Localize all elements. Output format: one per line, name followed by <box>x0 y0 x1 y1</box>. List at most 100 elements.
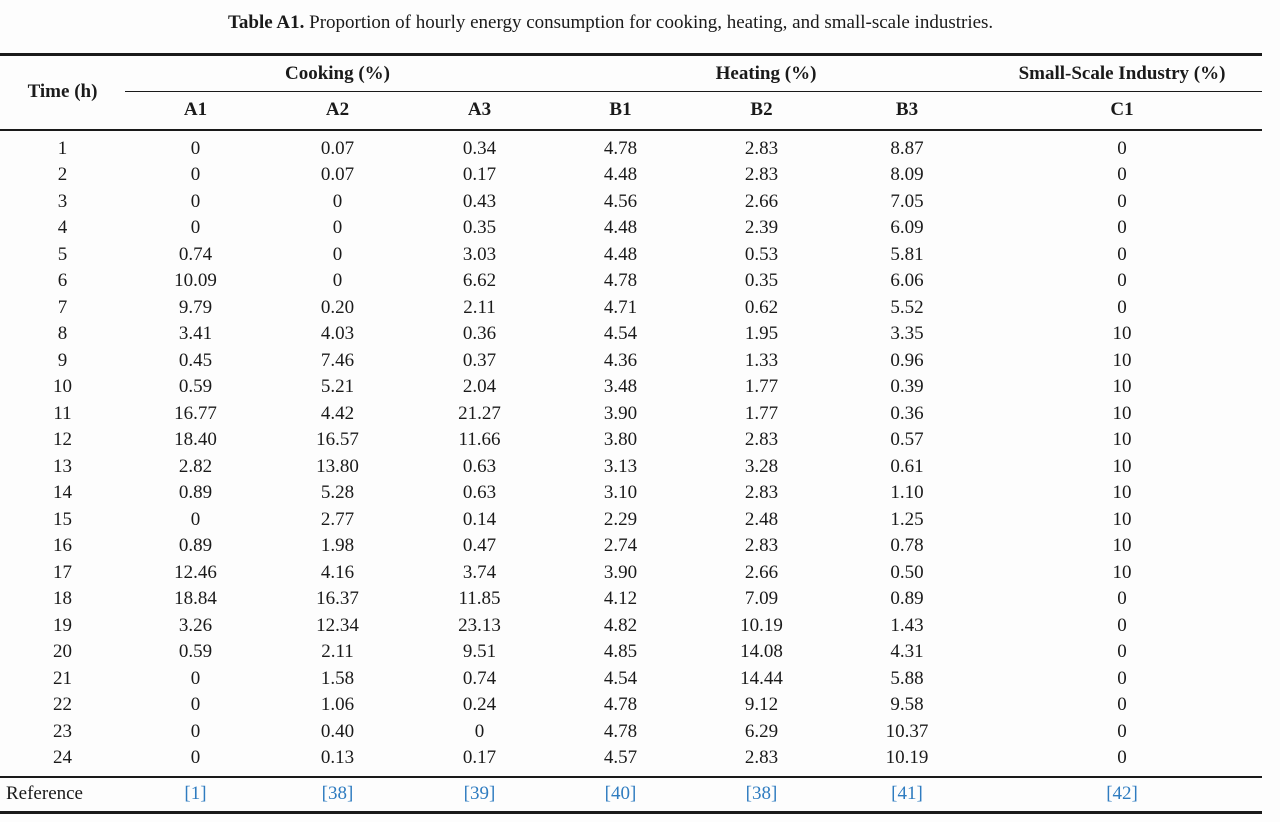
value-cell: 2.77 <box>320 508 355 530</box>
column-header-b1: B1 <box>550 91 691 131</box>
value-cell: 2.83 <box>744 535 779 556</box>
value-cell: 23.13 <box>458 614 501 636</box>
table-row: 10 0.59 5.21 2.04 3.48 1.77 0.39 10 <box>0 374 1262 401</box>
citation-link-c1[interactable]: [42] <box>1106 783 1138 805</box>
value-cell: 5.21 <box>320 376 355 397</box>
table-row: 20 0.59 2.11 9.51 4.85 14.08 4.31 0 <box>0 639 1262 666</box>
value-cell: 0 <box>190 667 201 689</box>
value-cell: 11.85 <box>458 588 501 609</box>
table-row: 15 0 2.77 0.14 2.29 2.48 1.25 10 <box>0 507 1262 534</box>
value-cell: 10.37 <box>885 720 929 742</box>
table-row: 12 18.40 16.57 11.66 3.80 2.83 0.57 10 <box>0 427 1262 454</box>
heating-group-header: Heating (%) <box>550 54 983 92</box>
time-cell: 11 <box>53 402 72 424</box>
table-row: 17 12.46 4.16 3.74 3.90 2.66 0.50 10 <box>0 560 1262 587</box>
value-cell: 0.63 <box>462 482 497 503</box>
value-cell: 10 <box>1112 402 1132 424</box>
citation-link-b2[interactable]: [38] <box>745 783 778 805</box>
table-row: 6 10.09 0 6.62 4.78 0.35 6.06 0 <box>0 268 1262 295</box>
value-cell: 0.39 <box>890 376 924 397</box>
value-cell: 0 <box>1117 588 1127 609</box>
value-cell: 10.09 <box>174 270 217 291</box>
value-cell: 0 <box>190 694 201 715</box>
value-cell: 0.43 <box>462 190 497 212</box>
table-row: 19 3.26 12.34 23.13 4.82 10.19 1.43 0 <box>0 613 1262 640</box>
time-cell: 4 <box>57 217 68 238</box>
time-cell: 14 <box>53 482 72 503</box>
value-cell: 11.66 <box>458 429 501 450</box>
value-cell: 0.24 <box>462 694 497 715</box>
value-cell: 4.54 <box>603 323 638 344</box>
reference-cell: [39] <box>409 775 550 813</box>
value-cell: 4.54 <box>603 667 638 689</box>
cooking-group-header: Cooking (%) <box>125 54 550 92</box>
value-cell: 10 <box>1112 535 1132 556</box>
value-cell: 4.42 <box>320 402 355 424</box>
value-cell: 4.03 <box>320 323 355 344</box>
value-cell: 0 <box>1117 270 1127 291</box>
value-cell: 9.79 <box>178 296 213 318</box>
value-cell: 4.16 <box>320 561 355 583</box>
table-row: 8 3.41 4.03 0.36 4.54 1.95 3.35 10 <box>0 321 1262 348</box>
reference-cell: [1] <box>125 775 266 813</box>
value-cell: 0.36 <box>890 402 924 424</box>
value-cell: 0 <box>1117 243 1127 265</box>
time-cell: 23 <box>53 720 72 742</box>
time-cell: 17 <box>53 561 72 583</box>
table-row: 21 0 1.58 0.74 4.54 14.44 5.88 0 <box>0 666 1262 693</box>
value-cell: 10 <box>1112 323 1132 344</box>
value-cell: 13.80 <box>316 455 359 477</box>
value-cell: 10 <box>1112 508 1132 530</box>
value-cell: 10 <box>1112 455 1132 477</box>
value-cell: 10 <box>1112 376 1132 397</box>
value-cell: 18.84 <box>174 588 217 609</box>
value-cell: 3.10 <box>603 482 638 503</box>
citation-link-a3[interactable]: [39] <box>463 783 496 805</box>
value-cell: 14.08 <box>740 641 783 662</box>
value-cell: 4.85 <box>603 641 638 662</box>
time-cell: 2 <box>57 164 68 185</box>
value-cell: 1.10 <box>890 482 924 503</box>
value-cell: 12.46 <box>174 561 217 583</box>
value-cell: 2.04 <box>462 376 497 397</box>
value-cell: 0 <box>1117 694 1127 715</box>
value-cell: 4.71 <box>603 296 638 318</box>
time-cell: 10 <box>53 376 72 397</box>
value-cell: 3.35 <box>890 323 924 344</box>
value-cell: 4.82 <box>603 614 638 636</box>
time-cell: 6 <box>57 270 68 291</box>
value-cell: 4.12 <box>603 588 638 609</box>
value-cell: 0.63 <box>462 455 497 477</box>
value-cell: 4.78 <box>603 270 638 291</box>
table-row: 22 0 1.06 0.24 4.78 9.12 9.58 0 <box>0 692 1262 719</box>
table-row: 9 0.45 7.46 0.37 4.36 1.33 0.96 10 <box>0 348 1262 375</box>
citation-link-a2[interactable]: [38] <box>321 783 354 805</box>
citation-link-b1[interactable]: [40] <box>604 783 637 805</box>
value-cell: 4.56 <box>603 190 638 212</box>
value-cell: 1.43 <box>890 614 924 636</box>
table-row: 4 0 0 0.35 4.48 2.39 6.09 0 <box>0 215 1262 242</box>
value-cell: 2.82 <box>178 455 213 477</box>
column-header-b2: B2 <box>691 91 832 131</box>
value-cell: 0.89 <box>178 482 213 503</box>
value-cell: 1.58 <box>320 667 355 689</box>
table-row: 2 0 0.07 0.17 4.48 2.83 8.09 0 <box>0 162 1262 189</box>
value-cell: 0.14 <box>462 508 497 530</box>
table-row: 24 0 0.13 0.17 4.57 2.83 10.19 0 <box>0 745 1262 777</box>
time-cell: 24 <box>53 747 72 768</box>
citation-link-b3[interactable]: [41] <box>891 783 923 805</box>
value-cell: 0.89 <box>178 535 213 556</box>
table-row: 5 0.74 0 3.03 4.48 0.53 5.81 0 <box>0 242 1262 269</box>
citation-link-a1[interactable]: [1] <box>184 783 207 805</box>
value-cell: 3.13 <box>603 455 638 477</box>
value-cell: 0 <box>332 217 343 238</box>
table-row: 1 0 0.07 0.34 4.78 2.83 8.87 0 <box>0 130 1262 163</box>
value-cell: 0 <box>190 720 201 742</box>
value-cell: 4.48 <box>603 243 638 265</box>
value-cell: 4.78 <box>603 720 638 742</box>
value-cell: 0.07 <box>320 164 355 185</box>
value-cell: 0 <box>190 508 201 530</box>
value-cell: 3.48 <box>603 376 638 397</box>
value-cell: 2.66 <box>744 561 779 583</box>
